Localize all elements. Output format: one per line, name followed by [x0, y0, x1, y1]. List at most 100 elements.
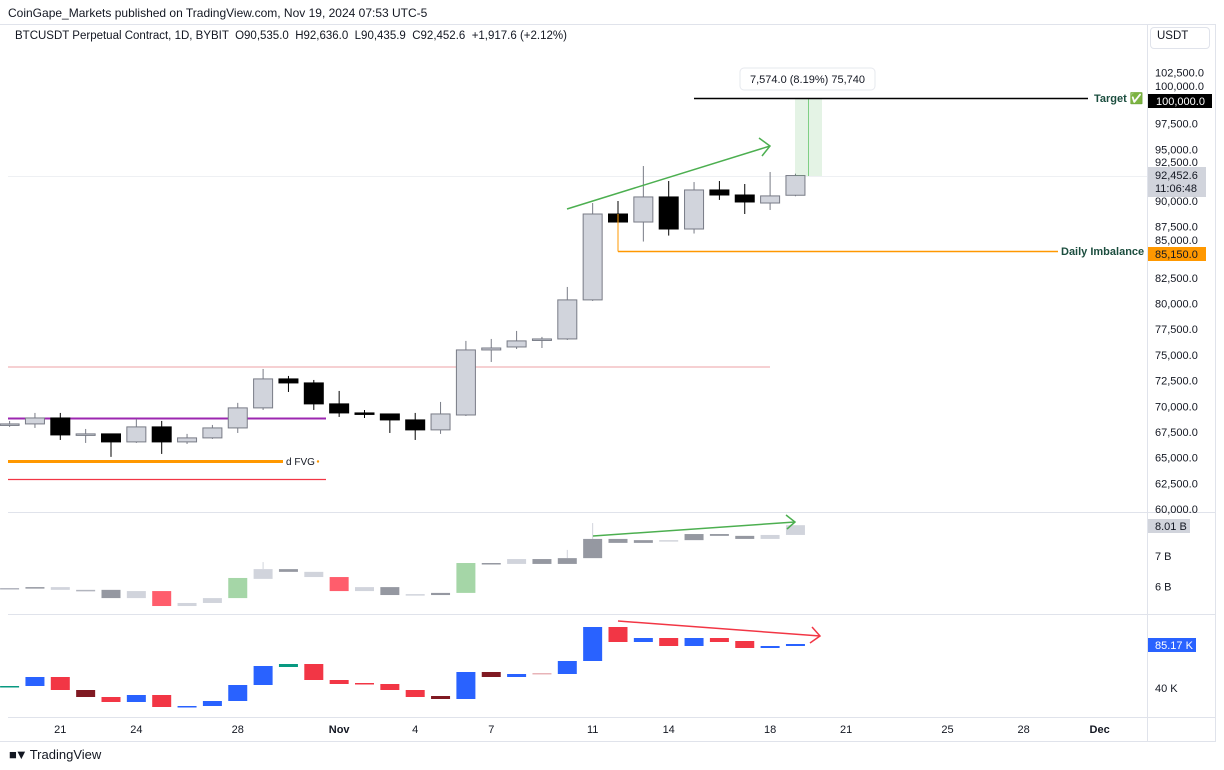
- volume-bar[interactable]: [608, 538, 628, 543]
- indicator-bar[interactable]: [177, 706, 197, 708]
- price-candle[interactable]: [151, 420, 172, 454]
- indicator-bar[interactable]: [126, 695, 146, 702]
- indicator-bar[interactable]: [431, 696, 451, 699]
- indicator-bar[interactable]: [278, 664, 298, 667]
- volume-bar[interactable]: [684, 534, 704, 541]
- tradingview-logo[interactable]: ■▼ TradingView: [9, 747, 101, 762]
- volume-bar[interactable]: [329, 577, 349, 592]
- price-candle[interactable]: [709, 181, 730, 200]
- price-candle[interactable]: [455, 340, 476, 417]
- indicator-divergence-arrow[interactable]: [617, 620, 822, 644]
- price-candle[interactable]: [303, 379, 324, 410]
- indicator-bar[interactable]: [709, 638, 729, 642]
- price-candle[interactable]: [329, 390, 350, 417]
- volume-bar[interactable]: [405, 594, 425, 596]
- price-candle[interactable]: [75, 428, 96, 443]
- indicator-bar[interactable]: [583, 627, 603, 661]
- price-candle[interactable]: [760, 171, 781, 210]
- volume-bar[interactable]: [633, 540, 653, 543]
- price-candle[interactable]: [430, 401, 451, 434]
- price-candle[interactable]: [253, 368, 274, 410]
- volume-bar[interactable]: [152, 591, 172, 607]
- volume-bar[interactable]: [278, 569, 298, 572]
- indicator-bar[interactable]: [608, 627, 628, 642]
- volume-bar[interactable]: [25, 587, 45, 589]
- price-candle[interactable]: [684, 182, 705, 234]
- price-candle[interactable]: [481, 338, 502, 362]
- price-candle[interactable]: [202, 424, 223, 439]
- volume-trend-arrow[interactable]: [592, 514, 797, 537]
- price-candle[interactable]: [177, 433, 198, 444]
- price-candle[interactable]: [24, 412, 45, 428]
- price-candle[interactable]: [379, 413, 400, 433]
- price-candle[interactable]: [633, 166, 654, 242]
- indicator-bar[interactable]: [253, 666, 273, 685]
- indicator-bar[interactable]: [405, 690, 425, 697]
- volume-bar[interactable]: [0, 588, 20, 590]
- indicator-bar[interactable]: [25, 677, 45, 686]
- volume-bar[interactable]: [50, 587, 70, 590]
- volume-bar[interactable]: [481, 563, 501, 565]
- volume-bar[interactable]: [507, 559, 527, 564]
- price-candle[interactable]: [658, 181, 679, 236]
- indicator-bar[interactable]: [304, 664, 324, 680]
- indicator-bar[interactable]: [557, 661, 577, 674]
- volume-bar[interactable]: [785, 525, 805, 535]
- price-candle[interactable]: [354, 409, 375, 418]
- indicator-bar[interactable]: [228, 685, 248, 701]
- indicator-bar[interactable]: [50, 677, 70, 690]
- volume-bar[interactable]: [126, 591, 146, 599]
- price-candle[interactable]: [126, 418, 147, 443]
- volume-bar[interactable]: [456, 563, 476, 593]
- price-candle[interactable]: [785, 173, 806, 197]
- price-candle[interactable]: [227, 402, 248, 433]
- indicator-bar[interactable]: [101, 697, 121, 702]
- indicator-bar[interactable]: [785, 644, 805, 646]
- indicator-bar[interactable]: [659, 638, 679, 646]
- price-candle[interactable]: [734, 184, 755, 215]
- indicator-bar[interactable]: [633, 638, 653, 642]
- volume-bar[interactable]: [709, 534, 729, 536]
- indicator-bar[interactable]: [532, 673, 552, 675]
- indicator-bar[interactable]: [735, 641, 755, 648]
- price-trend-arrow[interactable]: [566, 137, 772, 210]
- currency-button[interactable]: USDT: [1150, 27, 1210, 49]
- volume-bar[interactable]: [380, 587, 400, 596]
- volume-bar[interactable]: [177, 602, 197, 607]
- volume-bar[interactable]: [355, 587, 374, 592]
- indicator-bar[interactable]: [76, 690, 96, 697]
- price-candle[interactable]: [101, 433, 121, 457]
- indicator-bar[interactable]: [481, 672, 501, 677]
- indicator-bar[interactable]: [760, 646, 780, 648]
- indicator-bar[interactable]: [684, 638, 704, 646]
- volume-bar[interactable]: [76, 589, 96, 592]
- price-candle[interactable]: [557, 286, 578, 340]
- volume-bar[interactable]: [735, 535, 755, 539]
- price-candle[interactable]: [531, 336, 552, 348]
- volume-bar[interactable]: [101, 589, 121, 599]
- volume-bar[interactable]: [557, 549, 577, 564]
- price-candle[interactable]: [405, 412, 426, 440]
- price-candle[interactable]: [582, 203, 603, 301]
- volume-bar[interactable]: [760, 534, 780, 539]
- volume-bar[interactable]: [228, 577, 248, 599]
- volume-bar[interactable]: [583, 523, 603, 559]
- indicator-bar[interactable]: [202, 701, 222, 706]
- indicator-bar[interactable]: [0, 686, 20, 688]
- indicator-bar[interactable]: [380, 684, 400, 690]
- price-candle[interactable]: [50, 412, 71, 440]
- volume-bar[interactable]: [202, 598, 222, 603]
- price-candle[interactable]: [0, 420, 20, 427]
- volume-bar[interactable]: [304, 571, 324, 578]
- volume-bar[interactable]: [431, 592, 451, 596]
- volume-bar[interactable]: [253, 562, 273, 579]
- price-candle[interactable]: [506, 330, 527, 350]
- indicator-bar[interactable]: [329, 680, 349, 684]
- price-candle[interactable]: [278, 375, 299, 392]
- volume-bar[interactable]: [532, 559, 552, 564]
- indicator-bar[interactable]: [507, 674, 527, 677]
- volume-bar[interactable]: [659, 540, 679, 542]
- indicator-bar[interactable]: [152, 695, 172, 707]
- indicator-bar[interactable]: [456, 672, 476, 699]
